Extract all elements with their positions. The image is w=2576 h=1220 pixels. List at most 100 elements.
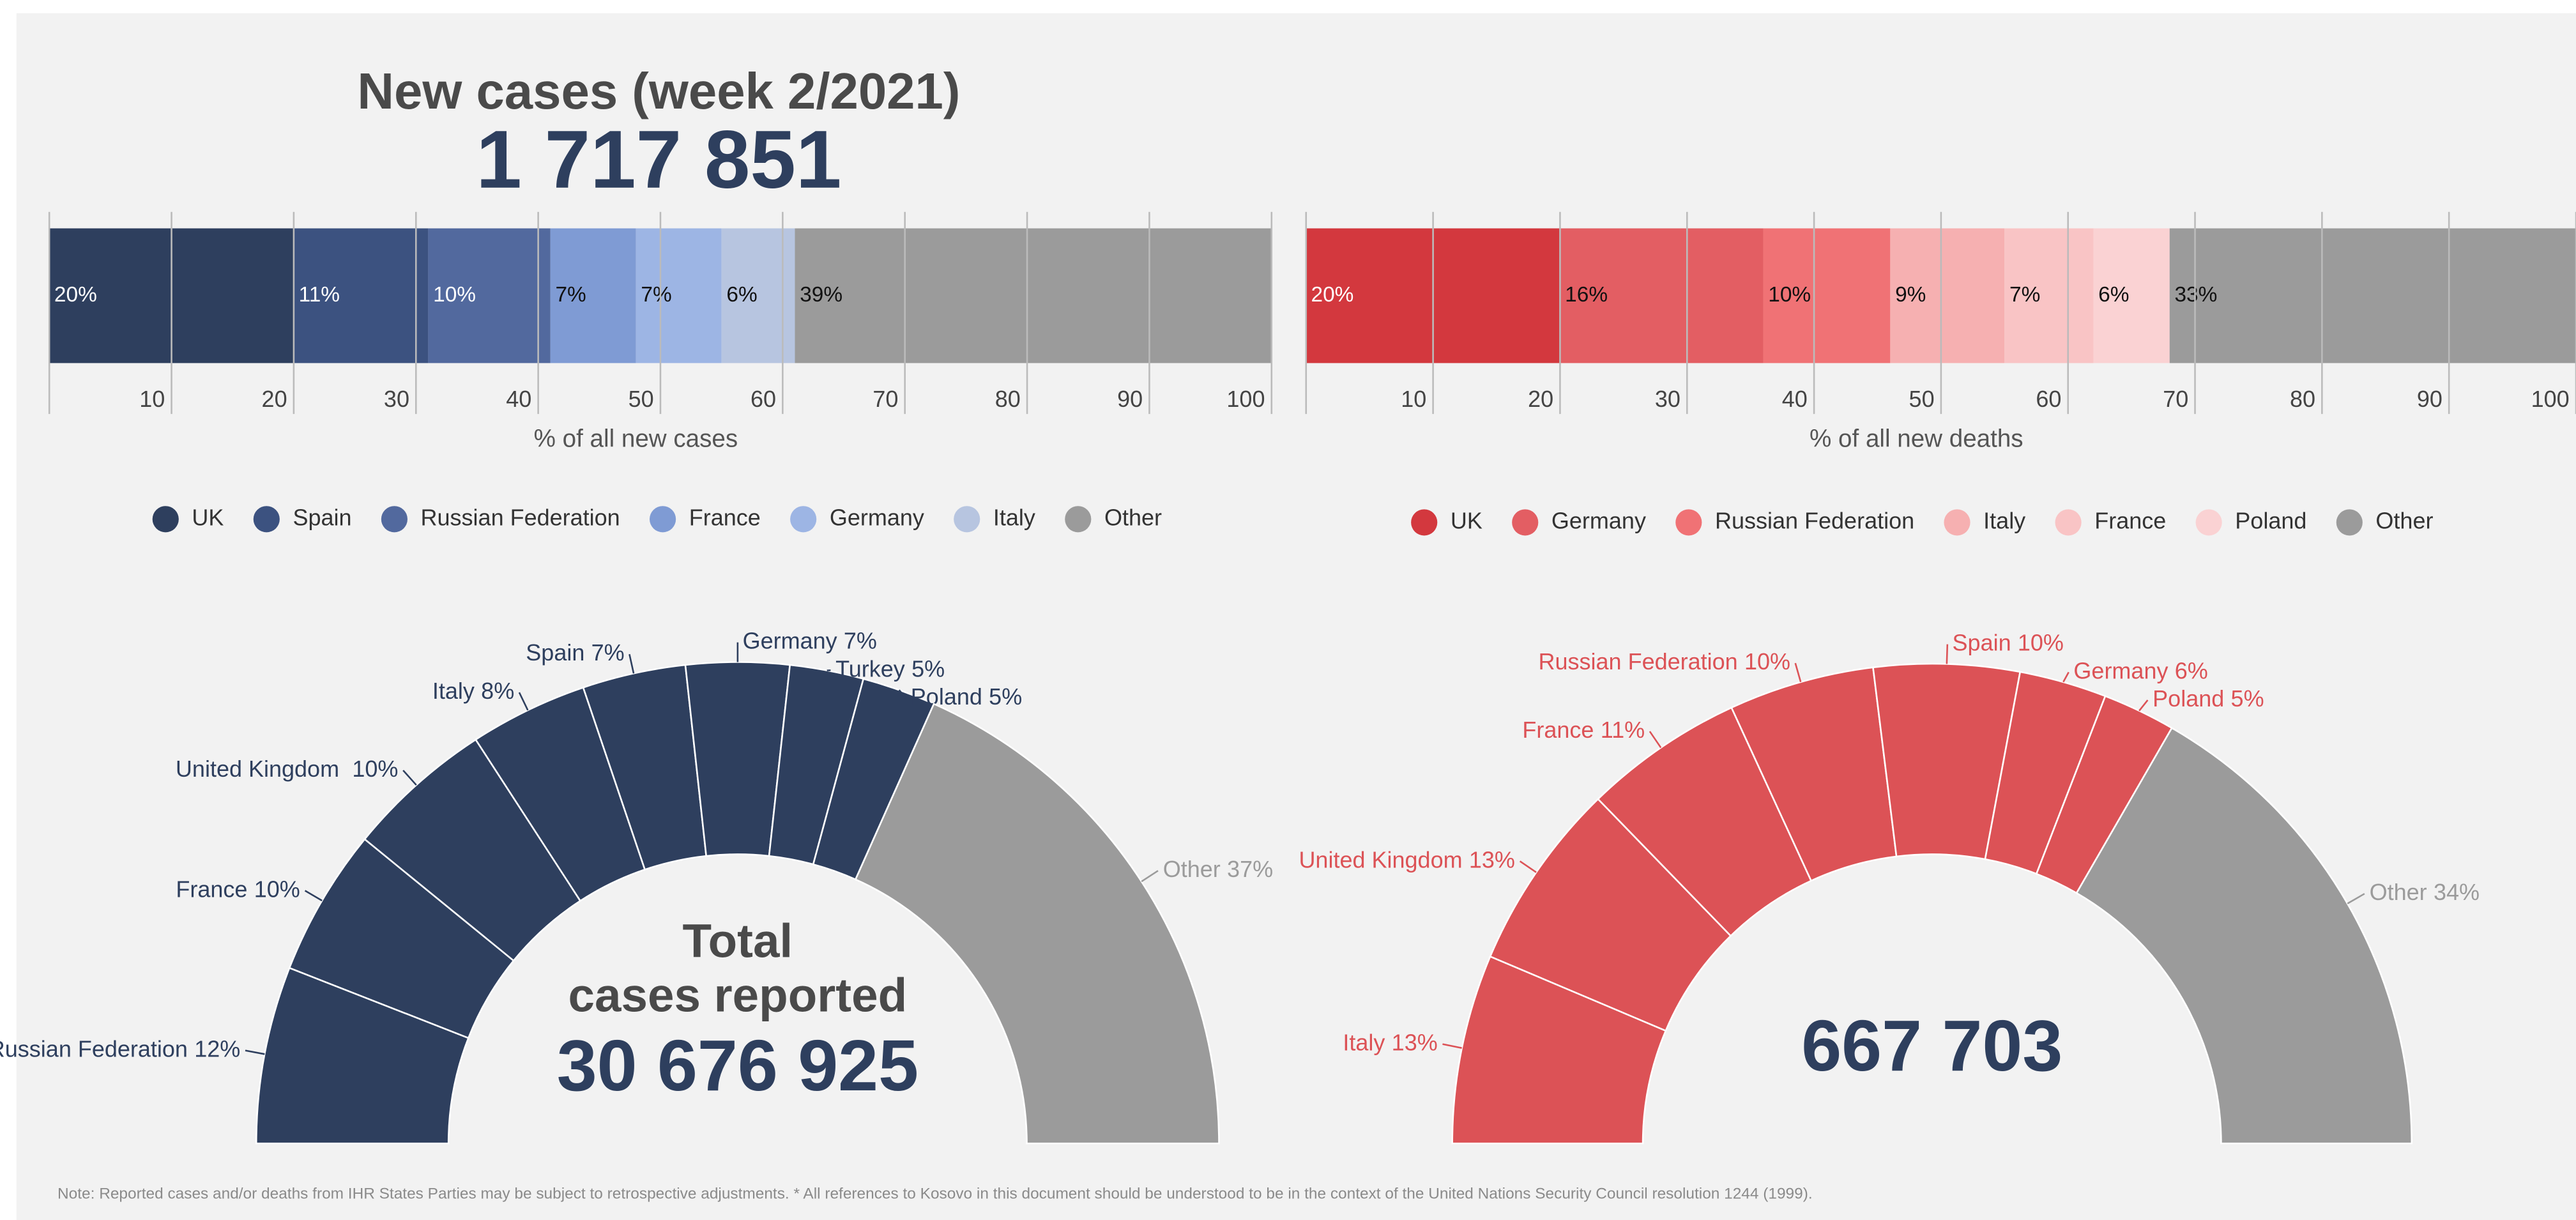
slice-name: France (1522, 717, 1594, 743)
slice-value: 10% (1744, 648, 1790, 675)
slice-name: Germany (2073, 657, 2168, 683)
slice-label: Other 37% (1163, 856, 1273, 882)
slice-label: Poland 5% (911, 683, 1022, 710)
x-tick-label: 90 (2417, 386, 2443, 412)
bar-group: 20% 16% 10% 9% 7% 6% 33% (1306, 228, 2576, 363)
segment-label: 7% (2009, 283, 2040, 307)
x-tick-label: 60 (2036, 386, 2061, 412)
legend-label: Germany (830, 504, 924, 530)
slice-value: 5% (989, 683, 1022, 710)
slice-value: 6% (2175, 657, 2208, 683)
slice-label: Italy 8% (432, 678, 514, 704)
x-tick-label: 20 (1528, 386, 1553, 412)
legend-swatch (1944, 509, 1970, 536)
x-tick-label: 10 (1401, 386, 1426, 412)
leader-line (1794, 662, 1802, 683)
center-text: 667 703 (1801, 1005, 2062, 1086)
slice-name: Turkey (835, 655, 905, 682)
slice-label: United Kingdom 10% (176, 756, 399, 782)
segment-label: 10% (433, 283, 476, 307)
segment-label: 9% (1895, 283, 1926, 307)
legend-swatch (954, 506, 980, 533)
slice-value: 13% (1392, 1029, 1438, 1055)
slice-value: 7% (591, 639, 625, 666)
leader-line (1649, 731, 1662, 749)
leader-line (245, 1049, 265, 1055)
leader-line (1141, 870, 1159, 883)
legend-swatch (790, 506, 817, 533)
bar-segment (293, 228, 429, 363)
bar-segment (2169, 228, 2576, 363)
bar-segment (550, 228, 636, 363)
slice-name: Other (2370, 879, 2427, 905)
bar-segment (1890, 228, 2005, 363)
x-tick-label: 50 (1909, 386, 1935, 412)
slice-value: 37% (1227, 856, 1273, 882)
leader-line (898, 689, 907, 699)
slice-value: 5% (911, 655, 945, 682)
slice-value: 10% (254, 876, 300, 902)
legend-label: France (689, 504, 761, 530)
legend-swatch (1065, 506, 1092, 533)
legend-label: Spain (293, 504, 351, 530)
x-tick-label: 80 (995, 386, 1021, 412)
slice-label: Russian Federation 12% (0, 1035, 240, 1062)
leader-line (402, 770, 417, 786)
slice-label: France 10% (176, 876, 300, 902)
x-tick-label: 10 (139, 386, 165, 412)
segment-label: 20% (1311, 283, 1354, 307)
legend-swatch (1675, 509, 1702, 536)
legend: UK Spain Russian Federation France Germany It… (152, 504, 1162, 533)
slice-name: Spain (1953, 629, 2011, 655)
slice-value: 11% (1601, 717, 1645, 743)
segment-label: 10% (1768, 283, 1811, 307)
bar-segment (1560, 228, 1764, 363)
x-tick-label: 30 (1655, 386, 1680, 412)
slice-name: Italy (1343, 1029, 1385, 1055)
segment-label: 11% (299, 283, 340, 307)
slice-label: Other 34% (2370, 879, 2480, 905)
x-tick-label: 30 (384, 386, 409, 412)
slice-value: 13% (1469, 846, 1515, 873)
legend-label: Other (1104, 504, 1162, 530)
donut-slice (854, 703, 1220, 1145)
bar-segment (1763, 228, 1891, 363)
slice-name: Russian Federation (1539, 648, 1738, 675)
leader-line (2138, 699, 2149, 712)
slice-name: Germany (743, 627, 837, 653)
legend-label: Poland (2235, 507, 2306, 533)
x-axis-label: % of all new cases (534, 425, 738, 452)
segment-label: 6% (2098, 283, 2129, 307)
segment-label: 20% (54, 283, 97, 307)
segment-label: 7% (555, 283, 586, 307)
legend-label: UK (1451, 507, 1482, 533)
donut-slice (2075, 726, 2413, 1145)
legend-label: Italy (1983, 507, 2025, 533)
legend-swatch (152, 506, 179, 533)
legend-label: France (2094, 507, 2166, 533)
legend-swatch (650, 506, 676, 533)
slice-label: Spain 10% (1953, 629, 2064, 655)
x-tick-label: 70 (2163, 386, 2188, 412)
slice-value: 10% (2018, 629, 2064, 655)
center-text: 30 676 925 (557, 1025, 918, 1106)
leader-line (2062, 671, 2069, 683)
slice-value: 8% (481, 678, 514, 704)
x-tick-label: 70 (873, 386, 898, 412)
slice-label: Germany 7% (743, 627, 877, 653)
x-tick-label: 100 (1226, 386, 1265, 412)
segment-label: 33% (2174, 283, 2217, 307)
leader-line (1519, 860, 1537, 873)
legend-label: UK (192, 504, 224, 530)
segment-label: 39% (800, 283, 842, 307)
x-tick-label: 60 (751, 386, 776, 412)
slice-label: Germany 6% (2073, 657, 2207, 683)
legend-label: Russian Federation (1715, 507, 1914, 533)
bar-group: 20% 11% 10% 7% 7% 6% 39% (49, 228, 1272, 363)
x-tick-label: 40 (1782, 386, 1808, 412)
leader-line (1442, 1043, 1462, 1049)
slice-name: Poland (2153, 685, 2224, 712)
slice-name: Poland (911, 683, 982, 710)
slice-value: 5% (2231, 685, 2264, 712)
legend: UK Germany Russian Federation Italy France Po… (1411, 507, 2433, 536)
